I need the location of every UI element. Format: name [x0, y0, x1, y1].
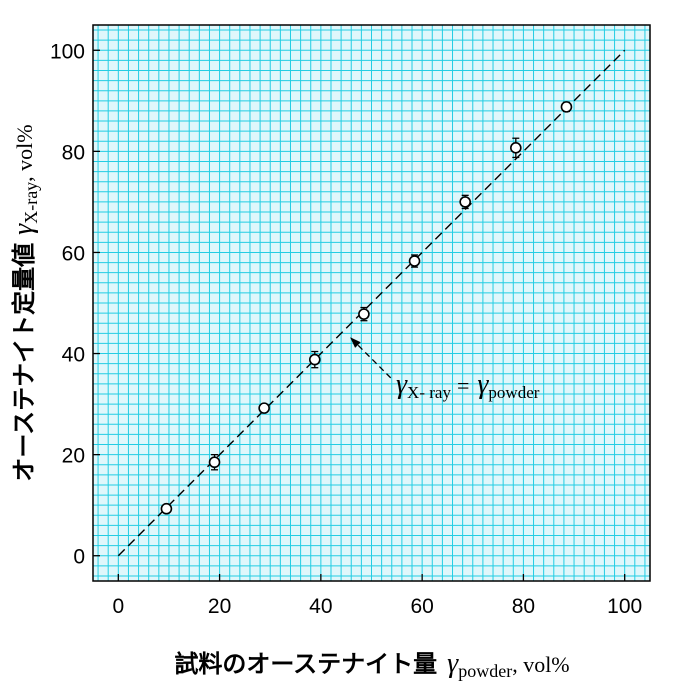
x-tick-label: 80 [512, 595, 535, 618]
data-point [358, 308, 370, 320]
annotation-formula: γX- ray = γpowder [396, 369, 540, 402]
data-point [208, 456, 221, 469]
annotation-equals: = [457, 373, 469, 398]
y-axis-subscript: X-ray [21, 182, 41, 224]
data-point [160, 502, 173, 515]
data-points [160, 101, 573, 515]
x-tick-label: 60 [410, 595, 433, 618]
x-tick-label: 40 [309, 595, 332, 618]
x-tick-label: 0 [112, 595, 124, 618]
axis-ticks: 0 20 40 60 80 100 0 20 40 60 80 100 [50, 40, 642, 618]
y-tick-label: 20 [62, 445, 85, 468]
annotation-rhs-subscript: powder [488, 383, 539, 402]
data-point [408, 255, 421, 267]
annotation-rhs-symbol: γ [477, 369, 489, 400]
x-tick-label: 20 [208, 595, 231, 618]
data-point [510, 142, 522, 154]
annotation-lhs-symbol: γ [396, 369, 408, 400]
reference-line-layer [117, 49, 626, 557]
data-point [258, 402, 270, 414]
grid [93, 25, 650, 581]
data-point [308, 353, 321, 366]
data-point [459, 196, 471, 208]
x-axis-symbol: γ [447, 648, 459, 679]
y-tick-label: 80 [62, 141, 85, 164]
reference-line [117, 49, 626, 557]
y-axis-symbol: γ [8, 223, 39, 235]
x-axis-subscript: powder [458, 661, 512, 681]
y-axis-title: オーステナイト定量値 γX-ray, vol% [8, 124, 41, 481]
y-axis-unit: , vol% [12, 124, 37, 181]
y-tick-label: 100 [50, 40, 85, 63]
x-tick-label: 100 [607, 595, 642, 618]
x-axis-unit: , vol% [512, 652, 569, 677]
y-axis-title-text: オーステナイト定量値 [10, 243, 38, 482]
x-axis-title: 試料のオーステナイト量 γpowder, vol% [174, 648, 569, 681]
data-point [560, 101, 573, 113]
x-axis-title-text: 試料のオーステナイト量 [174, 650, 437, 678]
plot-frame [92, 24, 651, 582]
annotation-arrow-head [350, 337, 361, 348]
y-tick-label: 60 [62, 242, 85, 265]
y-tick-label: 40 [62, 344, 85, 367]
annotation-lhs-subscript: X- ray [407, 383, 451, 402]
y-tick-label: 0 [73, 546, 85, 569]
annotation: γX- ray = γpowder [348, 335, 540, 402]
